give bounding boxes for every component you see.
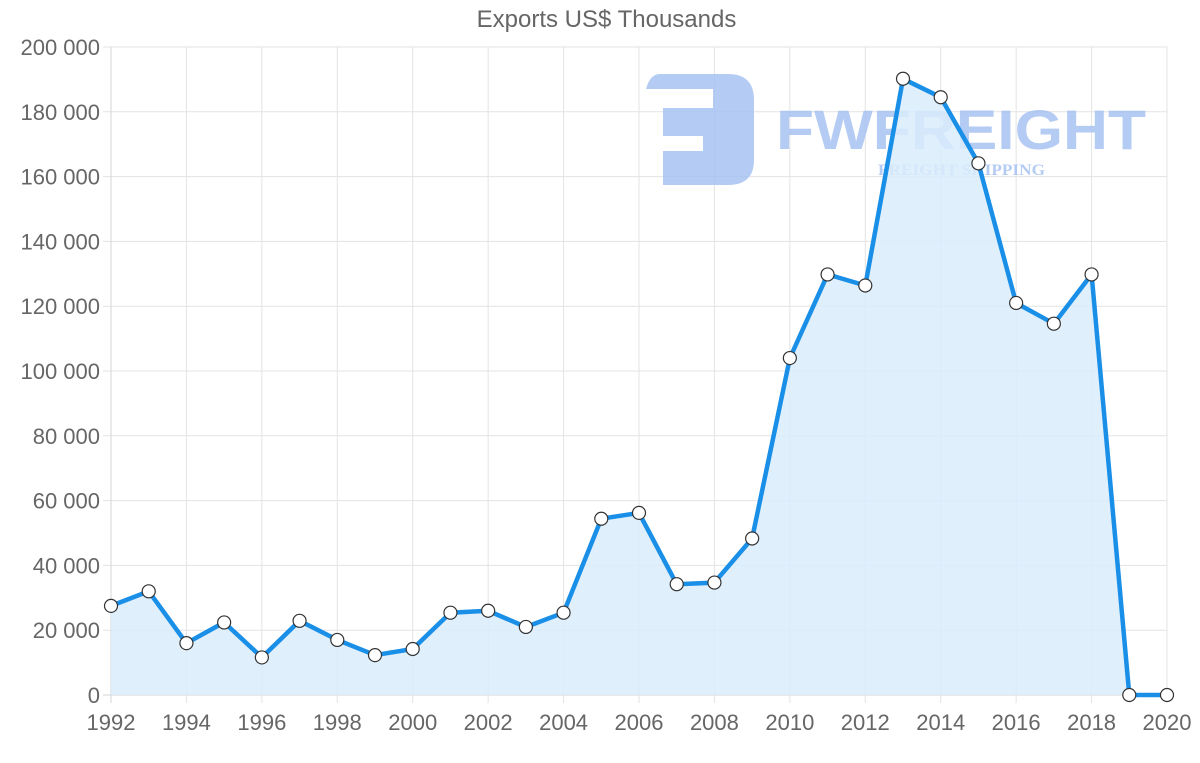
data-point[interactable]: 2009: 48300 bbox=[745, 531, 760, 546]
data-point[interactable]: 2005: 54400 bbox=[594, 511, 609, 526]
data-point[interactable]: 2016: 121000 bbox=[1009, 295, 1024, 311]
x-tick-label: 1998 bbox=[313, 710, 362, 735]
data-point[interactable]: 2006: 56200 bbox=[631, 505, 647, 521]
data-point[interactable]: 2004: 25400 bbox=[556, 605, 571, 620]
chart-title: Exports US$ Thousands bbox=[476, 6, 737, 33]
x-tick-label: 2010 bbox=[765, 710, 814, 735]
data-point[interactable]: 1999: 12300 bbox=[367, 648, 383, 663]
data-point[interactable]: 2014: 184500 bbox=[933, 90, 948, 105]
data-point[interactable]: 2000: 14200 bbox=[405, 641, 420, 657]
data-point[interactable]: 2012: 126400 bbox=[858, 278, 873, 293]
data-point[interactable]: 2017: 114600 bbox=[1046, 316, 1061, 331]
data-point[interactable]: 2008: 34700 bbox=[707, 575, 722, 590]
y-tick-label: 140 000 bbox=[20, 229, 100, 254]
data-point[interactable]: 2011: 129800 bbox=[820, 267, 835, 282]
data-point[interactable]: 2010: 104000 bbox=[782, 350, 797, 366]
y-tick-label: 80 000 bbox=[33, 424, 100, 449]
x-tick-label: 2016 bbox=[992, 710, 1041, 735]
data-point[interactable]: 2018: 129800 bbox=[1084, 267, 1099, 282]
x-tick-label: 2008 bbox=[690, 710, 739, 735]
x-tick-label: 2006 bbox=[615, 710, 664, 735]
x-tick-label: 2002 bbox=[464, 710, 513, 735]
x-tick-label: 2012 bbox=[841, 710, 890, 735]
x-tick-label: 1996 bbox=[237, 710, 286, 735]
x-tick-label: 2004 bbox=[539, 710, 588, 735]
y-tick-label: 160 000 bbox=[20, 165, 100, 190]
x-tick-label: 2000 bbox=[388, 710, 437, 735]
data-point[interactable]: 1995: 22400 bbox=[217, 615, 232, 630]
data-point[interactable]: 1992: 27500 bbox=[103, 598, 119, 614]
y-tick-label: 100 000 bbox=[20, 359, 100, 384]
data-point[interactable]: 2020: 0 bbox=[1159, 687, 1175, 703]
series-area-fill bbox=[111, 78, 1167, 695]
x-tick-label: 2018 bbox=[1067, 710, 1116, 735]
data-point[interactable]: 2013: 190200 bbox=[895, 71, 911, 86]
y-tick-label: 200 000 bbox=[20, 35, 100, 60]
y-tick-label: 120 000 bbox=[20, 294, 100, 319]
y-tick-label: 60 000 bbox=[33, 489, 100, 514]
data-point[interactable]: 1997: 22900 bbox=[292, 613, 307, 628]
x-axis-labels: 1992 1994 1996 1998 2000 2002 2004 2006 2008 2010… bbox=[87, 710, 1192, 735]
watermark-logo: FWFREIGHT FREIGHT SHIPPING bbox=[646, 74, 1146, 185]
data-point[interactable]: 2001: 25400 bbox=[443, 605, 458, 620]
data-point[interactable]: 1998: 17000 bbox=[330, 632, 345, 648]
y-tick-label: 40 000 bbox=[33, 553, 100, 578]
y-tick-label: 0 bbox=[88, 683, 100, 708]
y-tick-label: 20 000 bbox=[33, 618, 100, 643]
x-tick-label: 1992 bbox=[87, 710, 136, 735]
data-point[interactable]: 2007: 34200 bbox=[669, 577, 684, 592]
data-point[interactable]: 1996: 11600 bbox=[254, 650, 269, 665]
brand-logo-icon bbox=[646, 74, 754, 185]
x-tick-label: 2014 bbox=[916, 710, 965, 735]
data-point[interactable]: 1993: 32000 bbox=[141, 584, 156, 599]
y-axis-labels: 0 20 000 40 000 60 000 80 000 100 000 120 000 1… bbox=[20, 35, 100, 708]
data-point[interactable]: 2019: 0 bbox=[1122, 687, 1137, 703]
x-tick-label: 2020 bbox=[1143, 710, 1192, 735]
data-point[interactable]: 2015: 164100 bbox=[971, 156, 986, 171]
x-tick-label: 1994 bbox=[162, 710, 211, 735]
data-point[interactable]: 2003: 21000 bbox=[518, 619, 533, 635]
y-tick-label: 180 000 bbox=[20, 100, 100, 125]
data-point[interactable]: 2002: 26000 bbox=[481, 603, 496, 618]
